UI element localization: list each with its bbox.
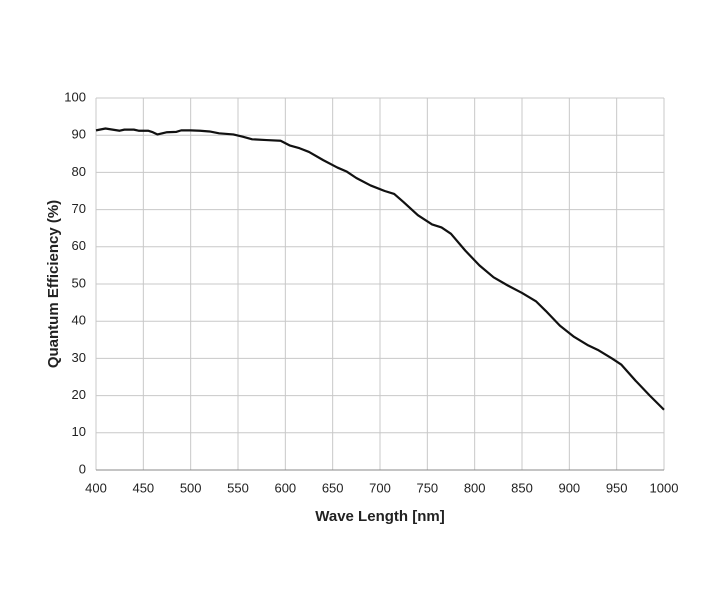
- y-tick-label: 20: [72, 387, 86, 402]
- y-tick-label: 90: [72, 127, 86, 142]
- x-axis-title: Wave Length [nm]: [315, 508, 444, 525]
- y-tick-label: 70: [72, 201, 86, 216]
- x-tick-label: 850: [511, 480, 533, 495]
- y-tick-label: 100: [64, 89, 86, 104]
- x-tick-label: 650: [322, 480, 344, 495]
- x-tick-label: 700: [369, 480, 391, 495]
- x-tick-label: 1000: [650, 480, 679, 495]
- data-line: [95, 127, 665, 411]
- x-tick-label: 950: [606, 480, 628, 495]
- x-tick-label: 900: [558, 480, 580, 495]
- x-tick-label: 750: [416, 480, 438, 495]
- y-axis-title: Quantum Efficiency (%): [45, 200, 62, 368]
- x-tick-label: 500: [180, 480, 202, 495]
- y-tick-label: 60: [72, 238, 86, 253]
- y-tick-label: 40: [72, 313, 86, 328]
- y-tick-label: 80: [72, 164, 86, 179]
- y-tick-label: 10: [72, 424, 86, 439]
- x-tick-label: 550: [227, 480, 249, 495]
- x-tick-label: 400: [85, 480, 107, 495]
- y-tick-label: 50: [72, 275, 86, 290]
- x-tick-label: 800: [464, 480, 486, 495]
- y-tick-label: 30: [72, 350, 86, 365]
- y-tick-label: 0: [79, 461, 86, 476]
- x-tick-label: 600: [274, 480, 296, 495]
- x-tick-label: 450: [132, 480, 154, 495]
